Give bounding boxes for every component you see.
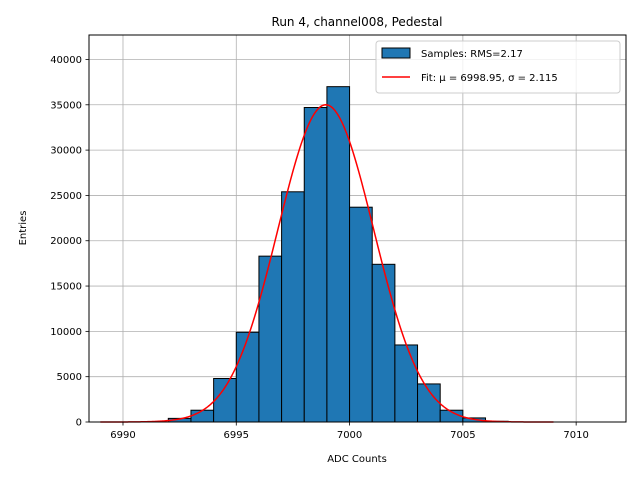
x-tick-label: 7005 [450, 430, 475, 441]
legend-box [375, 40, 621, 94]
y-tick-label: 20000 [50, 236, 82, 247]
legend-samples-label: Samples: RMS=2.17 [421, 49, 523, 60]
histogram-bar [371, 263, 396, 423]
histogram-bars [167, 86, 509, 423]
y-tick-label: 10000 [50, 327, 82, 338]
histogram-bar [235, 331, 260, 423]
x-axis: 6990 6995 7000 7005 7010 [110, 422, 589, 441]
y-tick-label: 5000 [57, 372, 82, 383]
histogram-bar [303, 107, 328, 423]
y-tick-label: 35000 [50, 100, 82, 111]
x-tick-label: 6995 [224, 430, 249, 441]
x-axis-title: ADC Counts [327, 454, 387, 465]
histogram-bar [394, 344, 419, 423]
y-axis-title: Entries [18, 211, 29, 246]
histogram-bar [213, 377, 237, 423]
y-tick-label: 0 [76, 418, 82, 429]
x-tick-label: 6990 [110, 430, 135, 441]
y-tick-label: 40000 [50, 55, 82, 66]
histogram-bar [258, 255, 283, 423]
histogram-bar [281, 191, 305, 423]
fit-curve-group [100, 104, 554, 423]
histogram-bar [326, 86, 351, 423]
y-tick-label: 30000 [50, 146, 82, 157]
legend-fit-label: Fit: μ = 6998.95, σ = 2.115 [421, 73, 558, 84]
histogram-bar [190, 409, 215, 423]
y-axis: 0 5000 10000 15000 20000 25000 30000 35000 40000 [50, 55, 89, 429]
y-tick-label: 25000 [50, 191, 82, 202]
histogram-bar [349, 206, 373, 423]
plot-frame [88, 34, 627, 423]
y-tick-label: 15000 [50, 282, 82, 293]
fit-curve [100, 104, 554, 423]
chart-title: Run 4, channel008, Pedestal [272, 15, 443, 29]
x-tick-label: 7010 [563, 430, 588, 441]
legend-samples-swatch [381, 47, 411, 59]
x-tick-label: 7000 [337, 430, 362, 441]
legend: Samples: RMS=2.17 Fit: μ = 6998.95, σ = … [375, 40, 621, 94]
